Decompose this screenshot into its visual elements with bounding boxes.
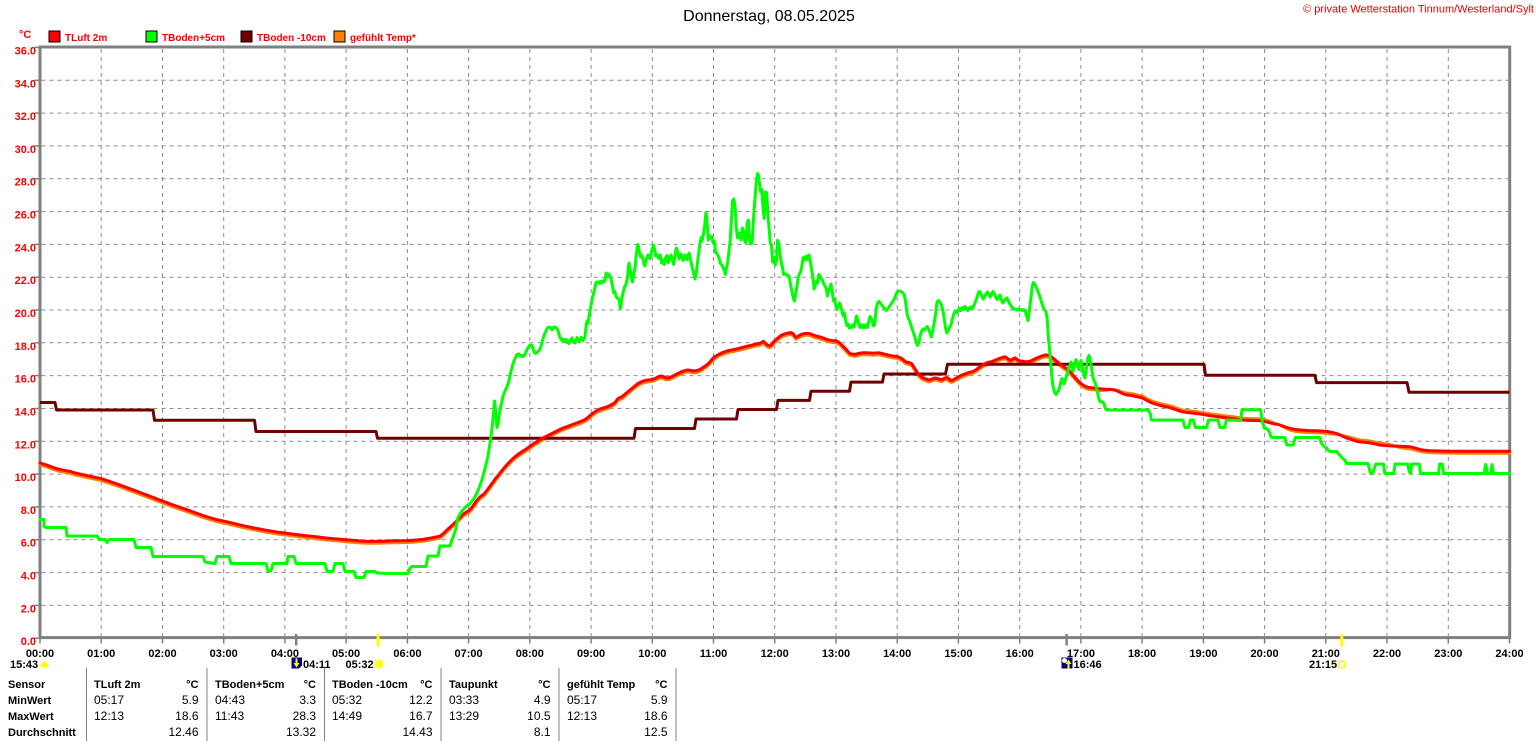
svg-text:12:13: 12:13 <box>567 709 597 723</box>
svg-text:TLuft 2m: TLuft 2m <box>65 33 107 44</box>
svg-text:12.5: 12.5 <box>644 725 668 739</box>
svg-text:°C: °C <box>304 679 316 691</box>
svg-text:32.0: 32.0 <box>15 111 36 123</box>
svg-text:36.0: 36.0 <box>15 45 36 57</box>
svg-text:23:00: 23:00 <box>1434 648 1462 660</box>
svg-text:04:11: 04:11 <box>303 659 331 671</box>
svg-text:gefühlt Temp: gefühlt Temp <box>567 679 636 691</box>
svg-text:14:49: 14:49 <box>332 709 362 723</box>
svg-text:gefühlt Temp*: gefühlt Temp* <box>350 33 416 44</box>
svg-text:22.0: 22.0 <box>15 275 36 287</box>
svg-text:°C: °C <box>538 679 550 691</box>
svg-text:11:43: 11:43 <box>215 709 244 723</box>
svg-text:5.9: 5.9 <box>651 693 668 707</box>
svg-text:16:46: 16:46 <box>1074 659 1102 671</box>
svg-text:05:32: 05:32 <box>346 659 374 671</box>
svg-text:MaxWert: MaxWert <box>8 711 54 723</box>
svg-text:TBoden -10cm: TBoden -10cm <box>257 33 326 44</box>
svg-text:°C: °C <box>19 29 31 41</box>
svg-text:05:17: 05:17 <box>94 693 124 707</box>
svg-text:34.0: 34.0 <box>15 78 36 90</box>
svg-text:Sensor: Sensor <box>8 679 46 691</box>
svg-text:18.6: 18.6 <box>175 709 199 723</box>
svg-text:05:32: 05:32 <box>332 693 362 707</box>
svg-text:02:00: 02:00 <box>148 648 176 660</box>
svg-text:03:33: 03:33 <box>449 693 479 707</box>
svg-text:14:00: 14:00 <box>883 648 911 660</box>
svg-text:10.5: 10.5 <box>527 709 551 723</box>
svg-text:10:00: 10:00 <box>638 648 666 660</box>
svg-text:15:00: 15:00 <box>944 648 972 660</box>
svg-text:21:15: 21:15 <box>1309 659 1337 671</box>
svg-text:13:29: 13:29 <box>449 709 479 723</box>
svg-text:28.3: 28.3 <box>293 709 317 723</box>
svg-text:TBoden -10cm: TBoden -10cm <box>332 679 408 691</box>
svg-text:8.1: 8.1 <box>534 725 551 739</box>
svg-text:07:00: 07:00 <box>455 648 483 660</box>
svg-text:16.7: 16.7 <box>409 709 433 723</box>
svg-text:12.0: 12.0 <box>15 439 36 451</box>
svg-text:30.0: 30.0 <box>15 144 36 156</box>
svg-text:14.43: 14.43 <box>402 725 432 739</box>
svg-text:18.6: 18.6 <box>644 709 668 723</box>
svg-text:20.0: 20.0 <box>15 308 36 320</box>
svg-text:01:00: 01:00 <box>87 648 115 660</box>
svg-text:15:43: 15:43 <box>10 659 38 671</box>
svg-text:12:00: 12:00 <box>761 648 789 660</box>
svg-text:MinWert: MinWert <box>8 695 52 707</box>
svg-text:TLuft 2m: TLuft 2m <box>94 679 141 691</box>
svg-text:12:13: 12:13 <box>94 709 124 723</box>
svg-text:Durchschnitt: Durchschnitt <box>8 727 76 739</box>
svg-text:2.0: 2.0 <box>21 603 36 615</box>
svg-text:4.0: 4.0 <box>21 571 36 583</box>
svg-text:05:00: 05:00 <box>332 648 360 660</box>
svg-text:06:00: 06:00 <box>393 648 421 660</box>
svg-text:28.0: 28.0 <box>15 177 36 189</box>
svg-text:Taupunkt: Taupunkt <box>449 679 498 691</box>
svg-text:°C: °C <box>655 679 667 691</box>
svg-text:08:00: 08:00 <box>516 648 544 660</box>
svg-text:TBoden+5cm: TBoden+5cm <box>162 33 225 44</box>
svg-text:6.0: 6.0 <box>21 538 36 550</box>
svg-text:09:00: 09:00 <box>577 648 605 660</box>
svg-text:Donnerstag, 08.05.2025: Donnerstag, 08.05.2025 <box>683 8 855 25</box>
svg-text:0.0: 0.0 <box>21 636 36 648</box>
svg-text:°C: °C <box>420 679 432 691</box>
svg-text:19:00: 19:00 <box>1189 648 1217 660</box>
svg-text:8.0: 8.0 <box>21 505 36 517</box>
svg-text:24.0: 24.0 <box>15 242 36 254</box>
svg-text:20:00: 20:00 <box>1251 648 1279 660</box>
svg-text:5.9: 5.9 <box>182 693 199 707</box>
svg-text:17:00: 17:00 <box>1067 648 1095 660</box>
svg-text:3.3: 3.3 <box>299 693 316 707</box>
svg-text:00:00: 00:00 <box>26 648 54 660</box>
svg-text:16.0: 16.0 <box>15 374 36 386</box>
svg-text:14.0: 14.0 <box>15 407 36 419</box>
svg-text:13.32: 13.32 <box>286 725 316 739</box>
svg-text:21:00: 21:00 <box>1312 648 1340 660</box>
svg-text:4.9: 4.9 <box>534 693 551 707</box>
svg-text:24:00: 24:00 <box>1495 648 1523 660</box>
svg-text:26.0: 26.0 <box>15 210 36 222</box>
svg-text:05:17: 05:17 <box>567 693 597 707</box>
svg-text:11:00: 11:00 <box>700 648 728 660</box>
svg-text:22:00: 22:00 <box>1373 648 1401 660</box>
svg-text:03:00: 03:00 <box>210 648 238 660</box>
svg-text:13:00: 13:00 <box>822 648 850 660</box>
svg-text:12.46: 12.46 <box>168 725 198 739</box>
svg-text:18.0: 18.0 <box>15 341 36 353</box>
svg-text:04:43: 04:43 <box>215 693 245 707</box>
svg-text:18:00: 18:00 <box>1128 648 1156 660</box>
svg-text:°C: °C <box>186 679 198 691</box>
svg-text:© private Wetterstation Tinnum: © private Wetterstation Tinnum/Westerlan… <box>1303 4 1534 16</box>
svg-text:12.2: 12.2 <box>409 693 433 707</box>
svg-text:16:00: 16:00 <box>1006 648 1034 660</box>
svg-text:10.0: 10.0 <box>15 472 36 484</box>
svg-text:TBoden+5cm: TBoden+5cm <box>215 679 285 691</box>
svg-text:04:00: 04:00 <box>271 648 299 660</box>
